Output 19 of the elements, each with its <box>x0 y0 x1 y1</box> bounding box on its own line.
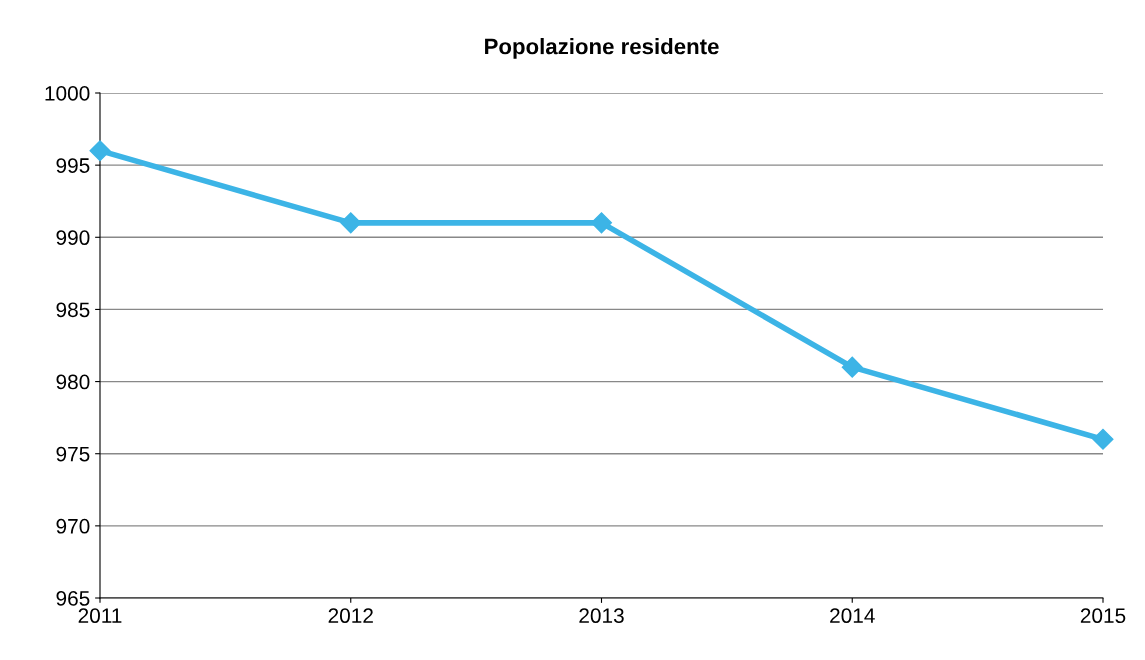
y-tick-label: 995 <box>56 158 90 173</box>
x-tick-label: 2011 <box>78 608 122 624</box>
y-tick-label: 975 <box>56 446 90 462</box>
x-tick-label: 2014 <box>830 608 875 624</box>
x-tick-label: 2013 <box>579 608 624 624</box>
y-tick-label: 990 <box>56 230 90 246</box>
x-tick-label: 2012 <box>328 608 373 624</box>
point <box>89 140 111 162</box>
x-tick-label: 2015 <box>1080 608 1126 624</box>
chart-title: Popolazione residente <box>485 38 719 59</box>
y-tick-label: 970 <box>56 518 90 534</box>
y-tick-label: 980 <box>56 374 90 390</box>
y-tick-label: 965 <box>56 591 90 606</box>
y-tick-label: 1000 <box>45 86 90 101</box>
point <box>590 212 613 234</box>
point <box>841 356 863 378</box>
point <box>340 212 362 234</box>
y-tick-label: 985 <box>56 302 90 318</box>
point <box>1092 428 1114 450</box>
